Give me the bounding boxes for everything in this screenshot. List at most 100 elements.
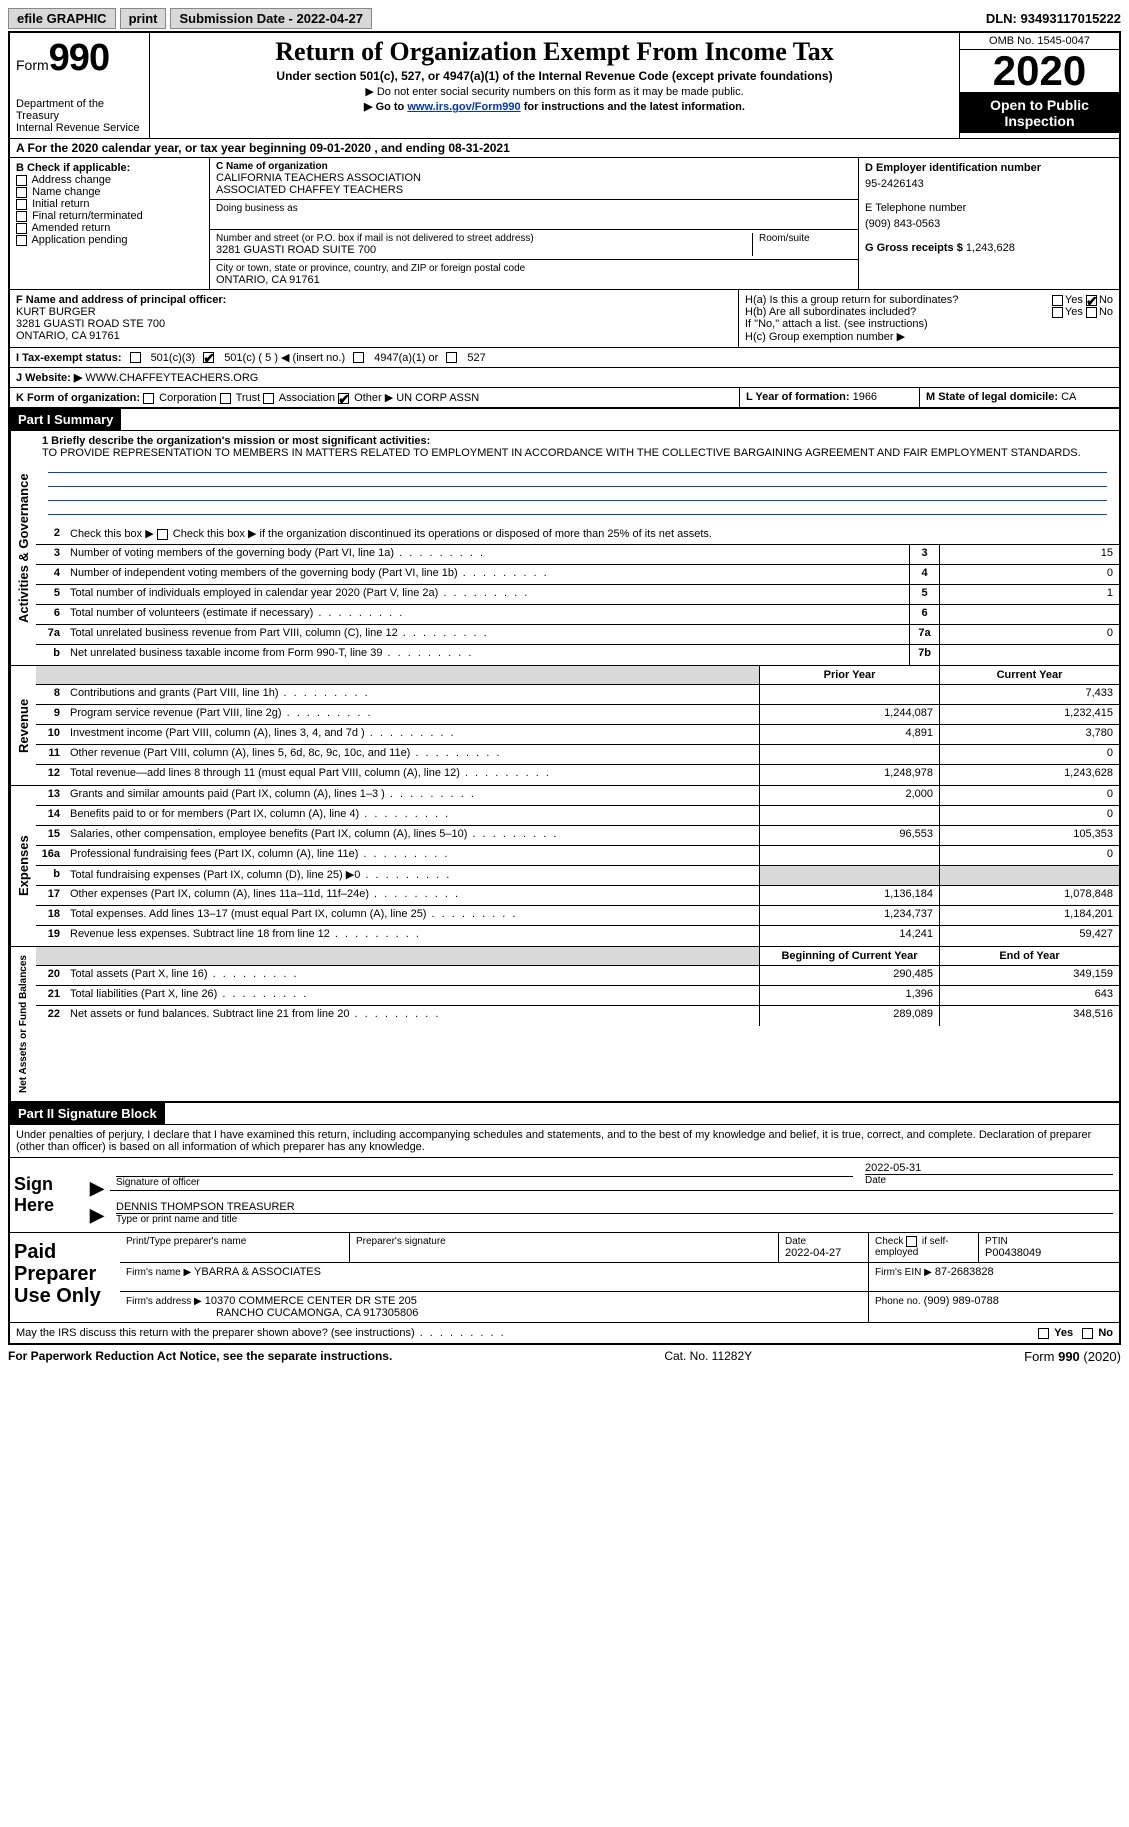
sig-officer-label: Signature of officer — [116, 1176, 853, 1188]
summary-row: 11 Other revenue (Part VIII, column (A),… — [36, 745, 1119, 765]
chk-527[interactable] — [446, 352, 457, 363]
chk-assoc[interactable] — [263, 393, 274, 404]
ptin-value: P00438049 — [985, 1247, 1113, 1259]
top-bar: efile GRAPHIC print Submission Date - 20… — [8, 8, 1121, 29]
chk-may-irs-no[interactable] — [1082, 1328, 1093, 1339]
prep-date-value: 2022-04-27 — [785, 1247, 862, 1259]
chk-name-change[interactable]: Name change — [16, 186, 203, 198]
firm-addr2: RANCHO CUCAMONGA, CA 917305806 — [126, 1307, 862, 1319]
page-footer: For Paperwork Reduction Act Notice, see … — [8, 1349, 1121, 1364]
ein-label: D Employer identification number — [865, 162, 1113, 174]
prep-name-label: Print/Type preparer's name — [126, 1236, 343, 1247]
chk-trust[interactable] — [220, 393, 231, 404]
summary-row: 22 Net assets or fund balances. Subtract… — [36, 1006, 1119, 1026]
officer-addr2: ONTARIO, CA 91761 — [16, 330, 732, 342]
instructions-link-row: ▶ Go to www.irs.gov/Form990 for instruct… — [158, 100, 951, 113]
city-label: City or town, state or province, country… — [216, 263, 852, 274]
irs-label: Internal Revenue Service — [16, 122, 143, 134]
chk-address-change[interactable]: Address change — [16, 174, 203, 186]
chk-initial-return[interactable]: Initial return — [16, 198, 203, 210]
q1-label: 1 Briefly describe the organization's mi… — [42, 435, 1113, 447]
section-fh: F Name and address of principal officer:… — [10, 290, 1119, 348]
submission-date: Submission Date - 2022-04-27 — [170, 8, 372, 29]
officer-name: KURT BURGER — [16, 306, 732, 318]
chk-corp[interactable] — [143, 393, 154, 404]
summary-row: 15 Salaries, other compensation, employe… — [36, 826, 1119, 846]
ssn-note: ▶ Do not enter social security numbers o… — [158, 85, 951, 98]
prep-sig-label: Preparer's signature — [356, 1236, 772, 1247]
summary-row: 17 Other expenses (Part IX, column (A), … — [36, 886, 1119, 906]
year-formation: 1966 — [853, 391, 877, 403]
h-b-no[interactable] — [1086, 307, 1097, 318]
line-a-tax-year: A For the 2020 calendar year, or tax yea… — [10, 139, 1119, 158]
form-subtitle: Under section 501(c), 527, or 4947(a)(1)… — [158, 69, 951, 83]
form-header: Form990 Department of the Treasury Inter… — [10, 33, 1119, 139]
summary-row: 9 Program service revenue (Part VIII, li… — [36, 705, 1119, 725]
summary-row: 16a Professional fundraising fees (Part … — [36, 846, 1119, 866]
sig-date-label: Date — [865, 1174, 1113, 1186]
h-b-yes[interactable] — [1052, 307, 1063, 318]
summary-row: b Total fundraising expenses (Part IX, c… — [36, 866, 1119, 886]
chk-discontinued[interactable] — [157, 529, 168, 540]
addr-label: Number and street (or P.O. box if mail i… — [216, 233, 752, 244]
h-c-label: H(c) Group exemption number ▶ — [745, 330, 1113, 343]
chk-amended-return[interactable]: Amended return — [16, 222, 203, 234]
chk-501c3[interactable] — [130, 352, 141, 363]
side-net-assets: Net Assets or Fund Balances — [10, 947, 36, 1101]
row-kl-m: K Form of organization: Corporation Trus… — [10, 388, 1119, 409]
paid-preparer-label: Paid Preparer Use Only — [10, 1233, 120, 1322]
col-prior-year: Prior Year — [759, 666, 939, 684]
firm-ein: 87-2683828 — [935, 1266, 994, 1278]
col-end-year: End of Year — [939, 947, 1119, 965]
h-a-yes[interactable] — [1052, 295, 1063, 306]
perjury-declaration: Under penalties of perjury, I declare th… — [10, 1125, 1119, 1158]
h-a-label: H(a) Is this a group return for subordin… — [745, 294, 1052, 306]
sig-date-value: 2022-05-31 — [865, 1162, 1113, 1174]
other-org-value: UN CORP ASSN — [396, 392, 479, 404]
chk-other[interactable] — [338, 393, 349, 404]
row-i-tax-status: I Tax-exempt status: 501(c)(3) 501(c) ( … — [10, 348, 1119, 368]
summary-row: 6 Total number of volunteers (estimate i… — [36, 605, 1119, 625]
mission-text: TO PROVIDE REPRESENTATION TO MEMBERS IN … — [42, 447, 1113, 459]
city-state-zip: ONTARIO, CA 91761 — [216, 274, 852, 286]
row-j-website: J Website: ▶ WWW.CHAFFEYTEACHERS.ORG — [10, 368, 1119, 388]
chk-4947[interactable] — [353, 352, 364, 363]
chk-self-employed[interactable] — [906, 1236, 917, 1247]
chk-may-irs-yes[interactable] — [1038, 1328, 1049, 1339]
efile-button[interactable]: efile GRAPHIC — [8, 8, 116, 29]
summary-row: 5 Total number of individuals employed i… — [36, 585, 1119, 605]
form-container: Form990 Department of the Treasury Inter… — [8, 31, 1121, 1345]
street-address: 3281 GUASTI ROAD SUITE 700 — [216, 244, 752, 256]
chk-final-return[interactable]: Final return/terminated — [16, 210, 203, 222]
side-expenses: Expenses — [10, 786, 36, 946]
arrow-icon: ▶ — [90, 1178, 104, 1199]
instructions-link[interactable]: www.irs.gov/Form990 — [407, 101, 520, 113]
h-b-note: If "No," attach a list. (see instruction… — [745, 318, 1113, 330]
gross-receipts: G Gross receipts $ 1,243,628 — [865, 242, 1113, 254]
sign-here-label: Sign Here — [10, 1158, 90, 1232]
firm-name: YBARRA & ASSOCIATES — [194, 1266, 321, 1278]
part-i-header: Part I Summary — [10, 409, 121, 430]
summary-row: b Net unrelated business taxable income … — [36, 645, 1119, 665]
room-label: Room/suite — [759, 233, 852, 244]
officer-addr1: 3281 GUASTI ROAD STE 700 — [16, 318, 732, 330]
chk-application-pending[interactable]: Application pending — [16, 234, 203, 246]
open-public-badge: Open to Public Inspection — [960, 93, 1119, 133]
paperwork-notice: For Paperwork Reduction Act Notice, see … — [8, 1349, 392, 1364]
summary-row: 21 Total liabilities (Part X, line 26) 1… — [36, 986, 1119, 1006]
summary-row: 18 Total expenses. Add lines 13–17 (must… — [36, 906, 1119, 926]
side-revenue: Revenue — [10, 666, 36, 785]
h-a-no[interactable] — [1086, 295, 1097, 306]
form-footer: Form 990 (2020) — [1024, 1349, 1121, 1364]
side-governance: Activities & Governance — [10, 431, 36, 665]
summary-row: 14 Benefits paid to or for members (Part… — [36, 806, 1119, 826]
print-button[interactable]: print — [120, 8, 167, 29]
chk-501c[interactable] — [203, 352, 214, 363]
part-ii: Part II Signature Block Under penalties … — [10, 1103, 1119, 1343]
tax-year: 2020 — [960, 50, 1119, 93]
section-bcd: B Check if applicable: Address change Na… — [10, 158, 1119, 290]
box-b-label: B Check if applicable: — [16, 162, 203, 174]
summary-row: 20 Total assets (Part X, line 16) 290,48… — [36, 966, 1119, 986]
form-title: Return of Organization Exempt From Incom… — [158, 37, 951, 67]
summary-row: 3 Number of voting members of the govern… — [36, 545, 1119, 565]
